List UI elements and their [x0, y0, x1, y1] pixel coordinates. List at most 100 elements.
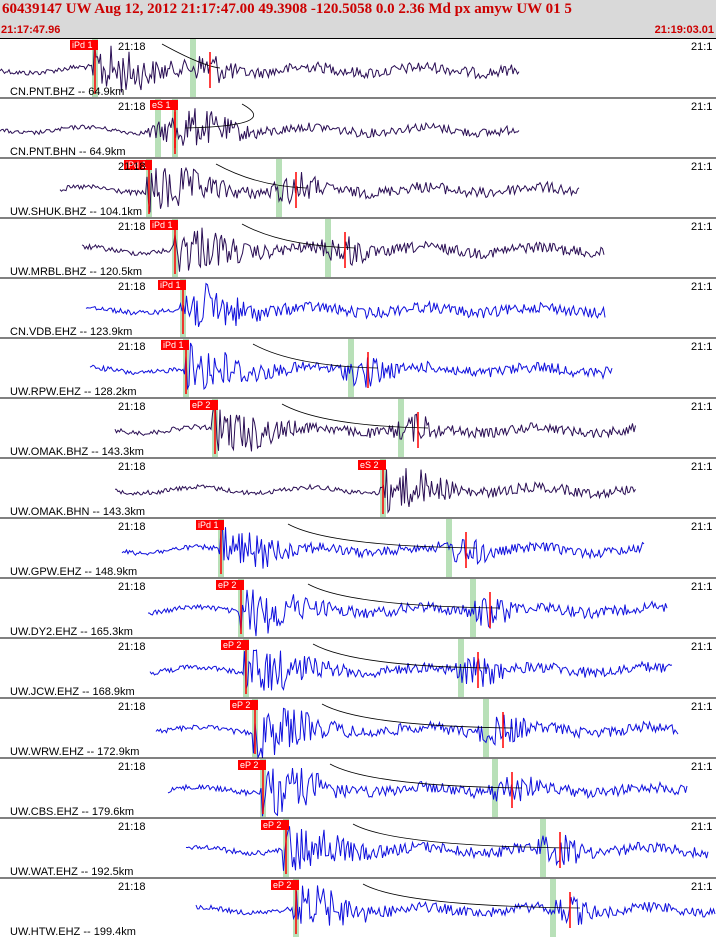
waveform: [89, 342, 613, 391]
pick-marker[interactable]: [158, 280, 186, 290]
pick-marker[interactable]: [230, 700, 258, 710]
pick-marker[interactable]: [216, 580, 244, 590]
pick-label: eP 2: [232, 700, 250, 710]
coda-curve: [352, 823, 571, 849]
station-label: UW.SHUK.BHZ -- 104.1km: [10, 206, 142, 218]
time-label: 21:18: [118, 281, 146, 293]
pick-label: iPd 1: [126, 160, 147, 170]
pick-label: eS 1: [152, 100, 171, 110]
pick-marker[interactable]: [261, 820, 289, 830]
trace-row[interactable]: eP 2 21:18 21:1 UW.WAT.EHZ -- 192.5km: [0, 817, 716, 878]
time-label-right: 21:1: [691, 161, 712, 173]
trace-row[interactable]: iPd 1 21:18 21:1 UW.RPW.EHZ -- 128.2km: [0, 337, 716, 398]
station-label: UW.RPW.EHZ -- 128.2km: [10, 386, 137, 398]
waveform: [121, 527, 645, 569]
end-time: 21:19:03.01: [654, 24, 714, 36]
time-label: 21:18: [118, 821, 146, 833]
waveform: [59, 166, 580, 213]
pick-marker[interactable]: [124, 160, 152, 170]
trace-row[interactable]: eS 2 21:18 21:1 UW.OMAK.BHN -- 143.3km: [0, 457, 716, 518]
pick-marker[interactable]: [358, 460, 386, 470]
pick-label: iPd 1: [152, 220, 173, 230]
s-window: [540, 819, 546, 877]
time-label: 21:18: [118, 161, 146, 173]
trace-row[interactable]: eP 2 21:18 21:1 UW.JCW.EHZ -- 168.9km: [0, 637, 716, 698]
time-label: 21:18: [118, 881, 146, 893]
trace-row[interactable]: iPd 1 21:18 21:1 CN.VDB.EHZ -- 123.9km: [0, 277, 716, 338]
pick-marker[interactable]: [221, 640, 249, 650]
trace-row[interactable]: eP 2 21:18 21:1 UW.CBS.EHZ -- 179.6km: [0, 757, 716, 818]
station-label: UW.CBS.EHZ -- 179.6km: [10, 806, 134, 818]
event-title: 60439147 UW Aug 12, 2012 21:17:47.00 49.…: [2, 1, 572, 17]
trace-row[interactable]: eP 2 21:18 21:1 UW.DY2.EHZ -- 165.3km: [0, 577, 716, 638]
waveform: [147, 589, 668, 637]
time-label-right: 21:1: [691, 641, 712, 653]
trace-row[interactable]: iPd 121:18 21:1 UW.SHUK.BHZ -- 104.1km: [0, 157, 716, 218]
time-label-right: 21:1: [691, 341, 712, 353]
station-label: UW.WRW.EHZ -- 172.9km: [10, 746, 139, 758]
pick-marker[interactable]: [190, 400, 218, 410]
station-label: UW.JCW.EHZ -- 168.9km: [10, 686, 135, 698]
pick-marker[interactable]: [70, 40, 98, 50]
pick-marker[interactable]: [271, 880, 299, 890]
trace-row[interactable]: iPd 1 21:18 21:1 CN.PNT.BHZ -- 64.9km: [0, 38, 716, 98]
event-header: 60439147 UW Aug 12, 2012 21:17:47.00 49.…: [0, 0, 716, 39]
pick-marker[interactable]: [238, 760, 266, 770]
station-label: UW.DY2.EHZ -- 165.3km: [10, 626, 133, 638]
coda-curve: [184, 103, 255, 129]
time-label-right: 21:1: [691, 881, 712, 893]
trace-row[interactable]: iPd 1 21:18 21:1 UW.GPW.EHZ -- 148.9km: [0, 517, 716, 578]
time-label-right: 21:1: [691, 701, 712, 713]
time-label-right: 21:1: [691, 521, 712, 533]
trace-row[interactable]: eS 1 21:18 21:1 CN.PNT.BHN -- 64.9km: [0, 97, 716, 158]
pick-label: eP 2: [240, 760, 258, 770]
pick-label: eS 2: [360, 460, 379, 470]
time-label-right: 21:1: [691, 281, 712, 293]
coda-curve: [307, 583, 501, 609]
waveform: [155, 707, 679, 760]
pick-label: iPd 1: [72, 40, 93, 50]
time-label: 21:18: [118, 581, 146, 593]
trace-row[interactable]: eP 2 21:18 21:1 UW.HTW.EHZ -- 199.4km: [0, 877, 716, 938]
time-label: 21:18: [118, 521, 146, 533]
s-window: [348, 339, 354, 397]
pick-label: eP 2: [273, 880, 291, 890]
pick-label: iPd 1: [198, 520, 219, 530]
pick-marker[interactable]: [196, 520, 224, 530]
coda-curve: [252, 343, 379, 369]
coda-curve: [312, 643, 489, 669]
station-label: CN.PNT.BHZ -- 64.9km: [10, 86, 124, 98]
s-window: [155, 99, 161, 157]
pick-label: eP 2: [263, 820, 281, 830]
trace-row[interactable]: eP 2 21:18 21:1 UW.WRW.EHZ -- 172.9km: [0, 697, 716, 760]
waveform: [149, 649, 673, 692]
pick-label: eP 2: [192, 400, 210, 410]
waveform: [85, 282, 606, 328]
time-label-right: 21:1: [691, 41, 712, 53]
coda-curve: [161, 43, 221, 69]
pick-marker[interactable]: [150, 220, 178, 230]
station-label: UW.OMAK.BHN -- 143.3km: [10, 506, 145, 518]
time-label: 21:18: [118, 101, 146, 113]
waveform: [195, 885, 716, 926]
s-window: [276, 159, 282, 217]
trace-row[interactable]: eP 2 21:18 21:1 UW.OMAK.BHZ -- 143.3km: [0, 397, 716, 458]
waveform: [81, 227, 605, 272]
time-label: 21:18: [118, 701, 146, 713]
s-window: [550, 879, 556, 937]
station-label: CN.PNT.BHN -- 64.9km: [10, 146, 126, 158]
pick-label: iPd 1: [163, 340, 184, 350]
time-label-right: 21:1: [691, 461, 712, 473]
pick-marker[interactable]: [161, 340, 189, 350]
time-label-right: 21:1: [691, 821, 712, 833]
time-label-right: 21:1: [691, 101, 712, 113]
time-label-right: 21:1: [691, 221, 712, 233]
pick-marker[interactable]: [150, 100, 178, 110]
time-label: 21:18: [118, 401, 146, 413]
s-window: [470, 579, 476, 637]
pick-label: iPd 1: [160, 280, 181, 290]
coda-curve: [362, 883, 581, 909]
time-label: 21:18: [118, 761, 146, 773]
trace-row[interactable]: iPd 1 21:18 21:1 UW.MRBL.BHZ -- 120.5km: [0, 217, 716, 278]
